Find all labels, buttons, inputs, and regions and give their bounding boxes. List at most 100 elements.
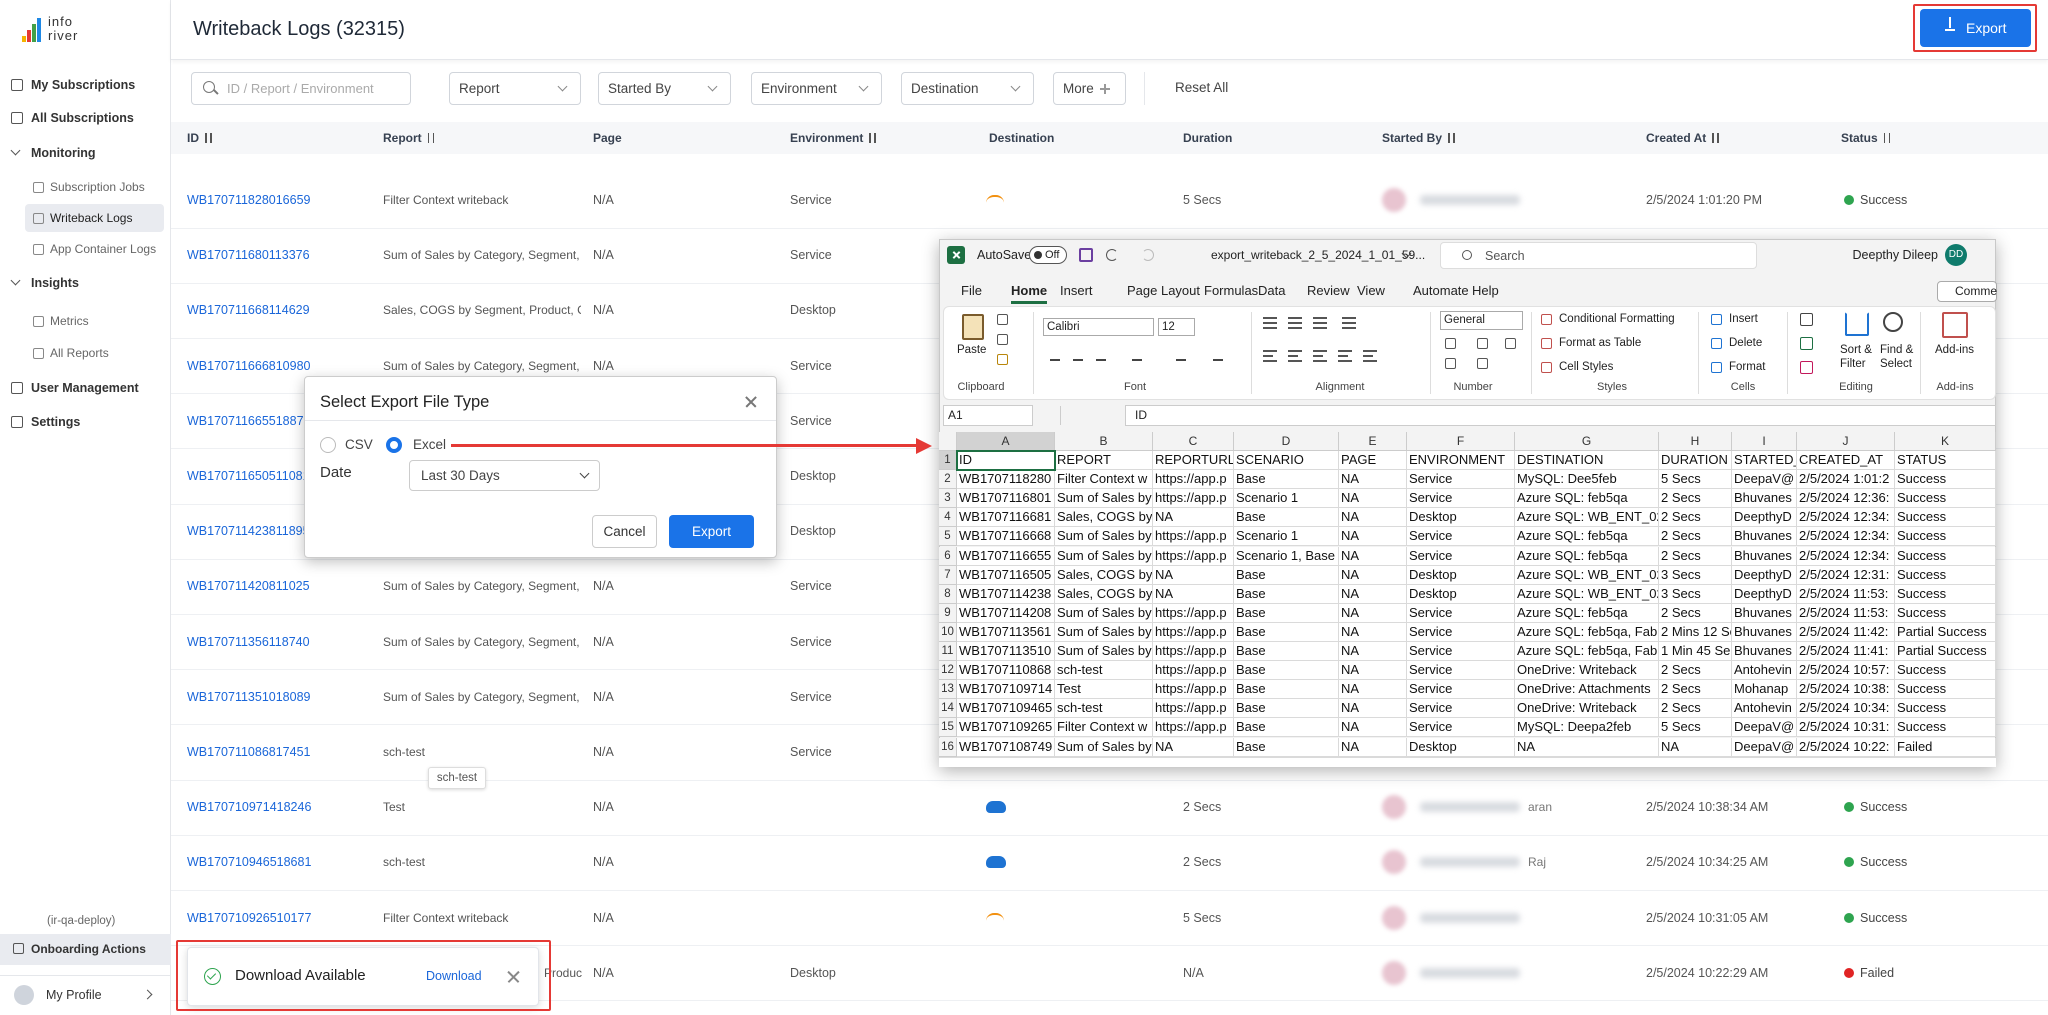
ribbon-tab[interactable]: Help: [1472, 281, 1499, 301]
sheet-cell: 2/5/2024 11:42:: [1797, 623, 1895, 642]
cell-text: Desktop: [790, 466, 836, 486]
sheet-cell: WB1707118280: [957, 470, 1055, 489]
cell-text: Service: [790, 742, 832, 762]
ribbon-group-label: Font: [1124, 380, 1146, 394]
cell-text: Service: [790, 411, 832, 431]
row-number: 10: [939, 623, 957, 642]
export-label: Export: [692, 522, 731, 542]
column-header[interactable]: ID: [187, 128, 199, 148]
sheet-cell: Sum of Sales by: [1055, 623, 1153, 642]
log-id-link[interactable]: WB170711420811025: [187, 576, 310, 596]
log-id-link[interactable]: WB170711828016659: [187, 190, 311, 210]
ribbon-command[interactable]: Conditional Formatting: [1559, 311, 1675, 327]
ribbon-command[interactable]: Find &: [1880, 343, 1913, 358]
row-divider: [171, 835, 2048, 836]
cell-text: N/A: [593, 356, 614, 376]
sheet-cell: DeepaV@: [1732, 470, 1797, 489]
ribbon-command[interactable]: Sort &: [1840, 343, 1872, 358]
onboarding-link[interactable]: Onboarding Actions: [31, 939, 146, 959]
row-number: 5: [939, 527, 957, 546]
ribbon-command[interactable]: Add-ins: [1935, 343, 1974, 358]
reset-button[interactable]: Reset All: [1175, 78, 1228, 98]
log-id-link[interactable]: WB170711665518879: [187, 411, 311, 431]
ribbon-tab[interactable]: File: [961, 281, 982, 301]
column-header[interactable]: Started By: [1382, 128, 1442, 148]
log-id-link[interactable]: WB170711351018089: [187, 687, 311, 707]
ribbon-tab[interactable]: Home: [1011, 281, 1047, 301]
log-id-link[interactable]: WB170711668114629: [187, 300, 310, 320]
ribbon-tab[interactable]: Data: [1258, 281, 1285, 301]
destination-icon: [986, 856, 1006, 868]
profile-link[interactable]: My Profile: [46, 985, 102, 1005]
cell-text: N/A: [1183, 963, 1204, 983]
nav-subitem[interactable]: Subscription Jobs: [50, 177, 145, 197]
sheet-cell: Antohevin: [1732, 661, 1797, 680]
ribbon-command[interactable]: Format as Table: [1559, 335, 1641, 351]
log-id-link[interactable]: WB170711680113376: [187, 245, 310, 265]
undo-icon: [1106, 249, 1118, 261]
log-id-link[interactable]: WB170710971418246: [187, 797, 311, 817]
align-icon: [1313, 317, 1327, 319]
ribbon-tab[interactable]: Page Layout: [1127, 281, 1200, 301]
name-blur: [1420, 195, 1520, 205]
nav-item[interactable]: Monitoring: [31, 143, 96, 163]
ribbon-tab[interactable]: Insert: [1060, 281, 1093, 301]
nav-item[interactable]: Settings: [31, 412, 80, 432]
ribbon-command[interactable]: Insert: [1729, 311, 1758, 327]
sheet-cell: NA: [1339, 661, 1407, 680]
sheet-cell: https://app.p: [1153, 680, 1234, 699]
sheet-cell: Success: [1895, 718, 1996, 737]
log-id-link[interactable]: WB170711086817451: [187, 742, 311, 762]
destination-icon: [986, 195, 1004, 205]
formula-box[interactable]: [1125, 405, 1996, 426]
search-placeholder: ID / Report / Environment: [227, 79, 374, 99]
nav-subitem[interactable]: All Reports: [50, 343, 109, 363]
ribbon-tab[interactable]: Automate: [1413, 281, 1469, 301]
align-icon: [1313, 360, 1327, 362]
row-number: 11: [939, 642, 957, 661]
ribbon-tab[interactable]: Formulas: [1204, 281, 1258, 301]
column-header[interactable]: Environment: [790, 128, 863, 148]
sheet-cell: https://app.p: [1153, 718, 1234, 737]
log-id-link[interactable]: WB170711356118740: [187, 632, 310, 652]
nav-subitem[interactable]: Metrics: [50, 311, 89, 331]
ribbon-command[interactable]: Select: [1880, 357, 1912, 372]
radio-button[interactable]: [386, 437, 402, 453]
cell-text: 2/5/2024 1:01:20 PM: [1646, 190, 1762, 210]
ribbon-tab[interactable]: View: [1357, 281, 1385, 301]
column-header[interactable]: Status: [1841, 128, 1878, 148]
align-icon: [1288, 360, 1302, 362]
log-id-link[interactable]: WB170711650511081: [187, 466, 310, 486]
tooltip-text: sch-test: [437, 768, 477, 788]
radio-button[interactable]: [320, 437, 336, 453]
column-letter: D: [1234, 432, 1339, 451]
log-id-link[interactable]: WB170711666810980: [187, 356, 311, 376]
ribbon-tab[interactable]: Review: [1307, 281, 1350, 301]
ribbon-label[interactable]: Paste: [957, 340, 986, 360]
ribbon-command[interactable]: Filter: [1840, 357, 1866, 372]
nav-subitem[interactable]: Writeback Logs: [50, 208, 132, 228]
nav-item[interactable]: All Subscriptions: [31, 108, 134, 128]
column-header[interactable]: Created At: [1646, 128, 1706, 148]
sheet-cell: Azure SQL: feb5qa: [1515, 527, 1659, 546]
sheet-cell: Filter Context w: [1055, 718, 1153, 737]
sheet-cell: 2/5/2024 1:01:2: [1797, 470, 1895, 489]
icon: [997, 334, 1008, 345]
sheet-cell: WB1707113561: [957, 623, 1055, 642]
log-id-link[interactable]: WB170710946518681: [187, 852, 311, 872]
log-id-link[interactable]: WB170711423811895: [187, 521, 310, 541]
sheet-cell: Service: [1407, 680, 1515, 699]
ribbon-command[interactable]: Delete: [1729, 335, 1762, 351]
nav-item[interactable]: User Management: [31, 378, 139, 398]
nav-subitem[interactable]: App Container Logs: [50, 239, 156, 259]
ribbon-command[interactable]: Format: [1729, 359, 1765, 375]
sheet-cell: Service: [1407, 470, 1515, 489]
ribbon-command[interactable]: Cell Styles: [1559, 359, 1613, 375]
nav-item[interactable]: My Subscriptions: [31, 75, 135, 95]
column-header[interactable]: Report: [383, 128, 422, 148]
log-id-link[interactable]: WB170710926510177: [187, 908, 311, 928]
nav-item[interactable]: Insights: [31, 273, 79, 293]
sheet-cell: Base: [1234, 718, 1339, 737]
format-icon: [1050, 349, 1060, 361]
row-number: 1: [939, 451, 957, 470]
